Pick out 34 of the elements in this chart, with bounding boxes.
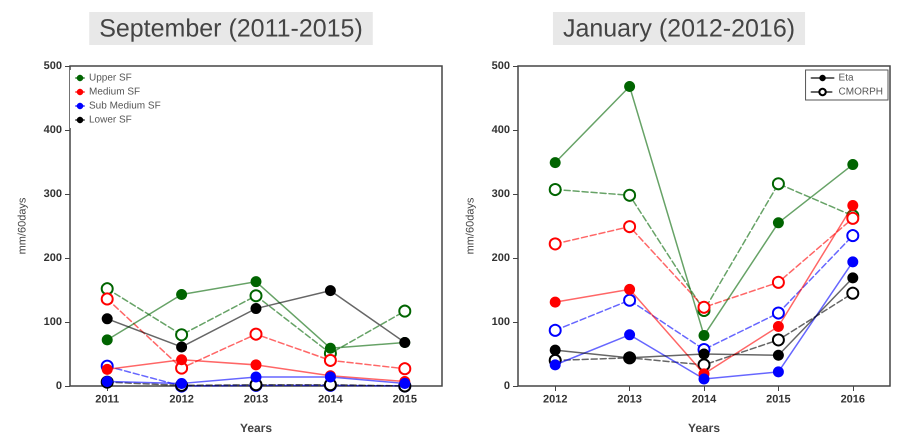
y-tick-label: 100 (492, 316, 510, 328)
x-tick-label: 2013 (244, 394, 268, 406)
y-tick-label: 0 (56, 380, 62, 392)
x-tick-label: 2015 (766, 394, 791, 406)
y-tick-label: 400 (44, 124, 62, 136)
x-tick-label: 2012 (169, 394, 194, 406)
x-tick-label: 2014 (692, 394, 718, 406)
legend-label: Eta (838, 72, 854, 84)
chart-title: January (2012-2016) (562, 14, 796, 42)
x-tick-label: 2016 (840, 394, 866, 406)
legend-label: Medium SF (89, 86, 140, 98)
legend-label: Lower SF (89, 114, 132, 126)
x-tick-label: 2012 (542, 394, 568, 406)
chart-title: September (2011-2015) (99, 14, 363, 42)
y-tick-label: 300 (44, 188, 62, 200)
legend-label: CMORPH (838, 86, 884, 98)
x-tick-label: 2013 (617, 394, 642, 406)
x-axis-title: Years (688, 421, 720, 435)
y-tick-label: 0 (504, 380, 510, 392)
legend-label: Sub Medium SF (89, 100, 161, 112)
x-tick-label: 2014 (318, 394, 344, 406)
y-tick-label: 100 (44, 316, 62, 328)
y-tick-label: 300 (492, 188, 510, 200)
y-tick-label: 200 (492, 252, 510, 264)
y-axis-title: mm/60days (16, 197, 28, 254)
y-axis-title: mm/60days (464, 197, 476, 254)
y-tick-label: 400 (492, 124, 510, 136)
y-tick-label: 500 (44, 60, 62, 72)
x-axis-title: Years (240, 421, 272, 435)
y-tick-label: 500 (492, 60, 510, 72)
x-tick-label: 2011 (95, 394, 120, 406)
y-tick-label: 200 (44, 252, 62, 264)
x-tick-label: 2015 (392, 394, 418, 406)
legend-label: Upper SF (89, 72, 132, 84)
